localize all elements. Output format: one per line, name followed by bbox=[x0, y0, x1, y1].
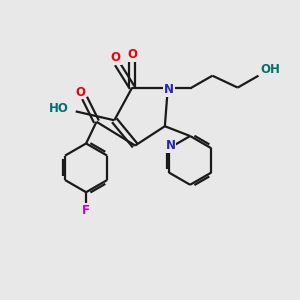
Text: O: O bbox=[75, 85, 85, 98]
Text: HO: HO bbox=[48, 102, 68, 115]
Text: N: N bbox=[164, 83, 174, 97]
Text: F: F bbox=[82, 203, 90, 217]
Text: O: O bbox=[111, 51, 121, 64]
Text: O: O bbox=[127, 48, 137, 61]
Text: N: N bbox=[166, 139, 176, 152]
Text: OH: OH bbox=[260, 63, 280, 76]
